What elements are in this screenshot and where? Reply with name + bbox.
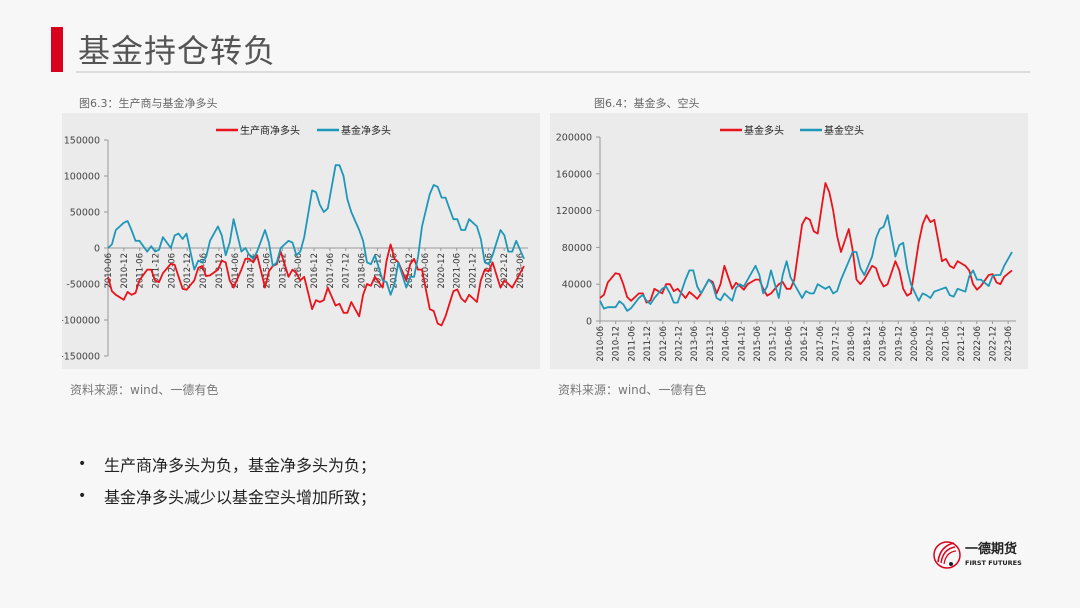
y-tick-label: 40000	[562, 280, 592, 291]
x-tick-label: 2019-12	[894, 326, 904, 362]
chart-2-svg: 200000 160000 120000 80000 40000 0 2010-06 2010…	[556, 124, 1016, 362]
series-line	[107, 243, 525, 327]
x-tick-label: 2016-12	[800, 326, 810, 362]
title-accent-bar	[51, 27, 63, 72]
figure-2-caption: 图6.4：基金多、空头	[594, 97, 700, 110]
x-tick-label: 2015-06	[262, 253, 272, 289]
x-tick-label: 2023-06	[1004, 326, 1014, 362]
x-tick-label: 2017-12	[342, 253, 352, 289]
x-tick-label: 2020-12	[437, 253, 447, 289]
series-line	[599, 214, 1013, 312]
x-tick-label: 2018-12	[373, 253, 383, 289]
bullet-dot-icon: •	[78, 456, 87, 472]
y-tick-label: 80000	[562, 243, 592, 254]
x-tick-label: 2017-06	[816, 326, 826, 362]
x-tick-label: 2013-06	[690, 326, 700, 362]
legend-label: 基金多头	[744, 124, 784, 137]
logo-name-cn: 一德期货	[965, 541, 1017, 557]
figure-1-caption: 图6.3：生产商与基金净多头	[79, 97, 218, 110]
y-tick-label: -150000	[62, 352, 100, 363]
x-tick-label: 2017-12	[831, 326, 841, 362]
title-divider	[76, 71, 1030, 73]
x-tick-label: 2014-12	[737, 326, 747, 362]
x-tick-label: 2015-06	[753, 326, 763, 362]
x-tick-label: 2013-12	[706, 326, 716, 362]
summary-bullets: • 生产商净多头为负，基金净多头为负； • 基金净多头减少以基金空头增加所致；	[78, 448, 376, 512]
company-logo: 一德期货 FIRST FUTURES	[932, 536, 1042, 576]
legend-label: 生产商净多头	[240, 124, 300, 137]
legend-label: 基金空头	[824, 124, 864, 137]
figure-1-source: 资料来源：wind、一德有色	[70, 383, 219, 397]
x-tick-label: 2017-06	[326, 253, 336, 289]
x-tick-label: 2012-06	[167, 253, 177, 289]
y-tick-label: 0	[586, 317, 592, 328]
x-tick-label: 2013-12	[215, 253, 225, 289]
x-tick-label: 2014-06	[231, 253, 241, 289]
x-tick-label: 2019-06	[389, 253, 399, 289]
x-tick-label: 2020-12	[926, 326, 936, 362]
y-tick-label: 120000	[556, 206, 592, 217]
x-tick-label: 2010-12	[120, 253, 130, 289]
x-tick-label: 2016-06	[784, 326, 794, 362]
series-line	[599, 182, 1013, 304]
x-tick-label: 2011-12	[152, 253, 162, 289]
x-tick-label: 2019-12	[405, 253, 415, 289]
x-tick-label: 2016-06	[294, 253, 304, 289]
y-tick-label: 150000	[64, 136, 100, 147]
x-tick-label: 2020-06	[910, 326, 920, 362]
x-tick-label: 2018-12	[863, 326, 873, 362]
series-line	[107, 164, 525, 296]
x-tick-label: 2018-06	[358, 253, 368, 289]
x-tick-label: 2021-12	[469, 253, 479, 289]
x-tick-label: 2016-12	[310, 253, 320, 289]
x-tick-label: 2011-06	[136, 253, 146, 289]
x-tick-label: 2010-12	[612, 326, 622, 362]
y-tick-label: 160000	[556, 169, 592, 180]
x-tick-label: 2012-12	[674, 326, 684, 362]
bullet-text: 基金净多头减少以基金空头增加所致；	[104, 488, 377, 507]
x-tick-label: 2022-06	[973, 326, 983, 362]
x-tick-label: 2015-12	[769, 326, 779, 362]
y-tick-label: 50000	[70, 208, 100, 219]
y-tick-label: -50000	[66, 280, 100, 291]
y-tick-label: 100000	[64, 172, 100, 183]
y-tick-label: 200000	[556, 133, 592, 144]
page-title: 基金持仓转负	[78, 32, 277, 70]
chart-producer-fund-net-long: 150000 100000 50000 0 -50000 -100000 -150000 20…	[60, 113, 540, 369]
x-tick-label: 2010-06	[596, 326, 606, 362]
bullet-dot-icon: •	[78, 488, 87, 504]
x-tick-label: 2012-06	[659, 326, 669, 362]
x-tick-label: 2019-06	[879, 326, 889, 362]
y-tick-label: -100000	[62, 316, 100, 327]
x-tick-label: 2014-12	[247, 253, 257, 289]
bullet-item: • 基金净多头减少以基金空头增加所致；	[78, 480, 376, 512]
bullet-item: • 生产商净多头为负，基金净多头为负；	[78, 448, 376, 480]
x-tick-label: 2022-12	[988, 326, 998, 362]
x-tick-label: 2022-12	[500, 253, 510, 289]
x-tick-label: 2015-12	[278, 253, 288, 289]
y-tick-label: 0	[94, 244, 100, 255]
legend-label: 基金净多头	[341, 124, 391, 137]
x-tick-label: 2018-06	[847, 326, 857, 362]
x-tick-label: 2011-12	[643, 326, 653, 362]
x-tick-label: 2020-06	[421, 253, 431, 289]
x-tick-label: 2021-12	[957, 326, 967, 362]
x-tick-label: 2012-12	[183, 253, 193, 289]
x-tick-label: 2021-06	[453, 253, 463, 289]
figure-2-source: 资料来源：wind、一德有色	[558, 383, 707, 397]
chart-1-svg: 150000 100000 50000 0 -50000 -100000 -150000 20…	[60, 124, 528, 363]
first-futures-logo-icon: 一德期货 FIRST FUTURES	[933, 541, 1022, 569]
x-tick-label: 2010-06	[104, 253, 114, 289]
bullet-text: 生产商净多头为负，基金净多头为负；	[104, 456, 377, 475]
chart-fund-long-short: 200000 160000 120000 80000 40000 0 2010-06 2010…	[550, 113, 1028, 369]
x-tick-label: 2014-06	[722, 326, 732, 362]
x-tick-label: 2021-06	[941, 326, 951, 362]
logo-name-en: FIRST FUTURES	[965, 559, 1022, 567]
x-tick-label: 2011-06	[627, 326, 637, 362]
